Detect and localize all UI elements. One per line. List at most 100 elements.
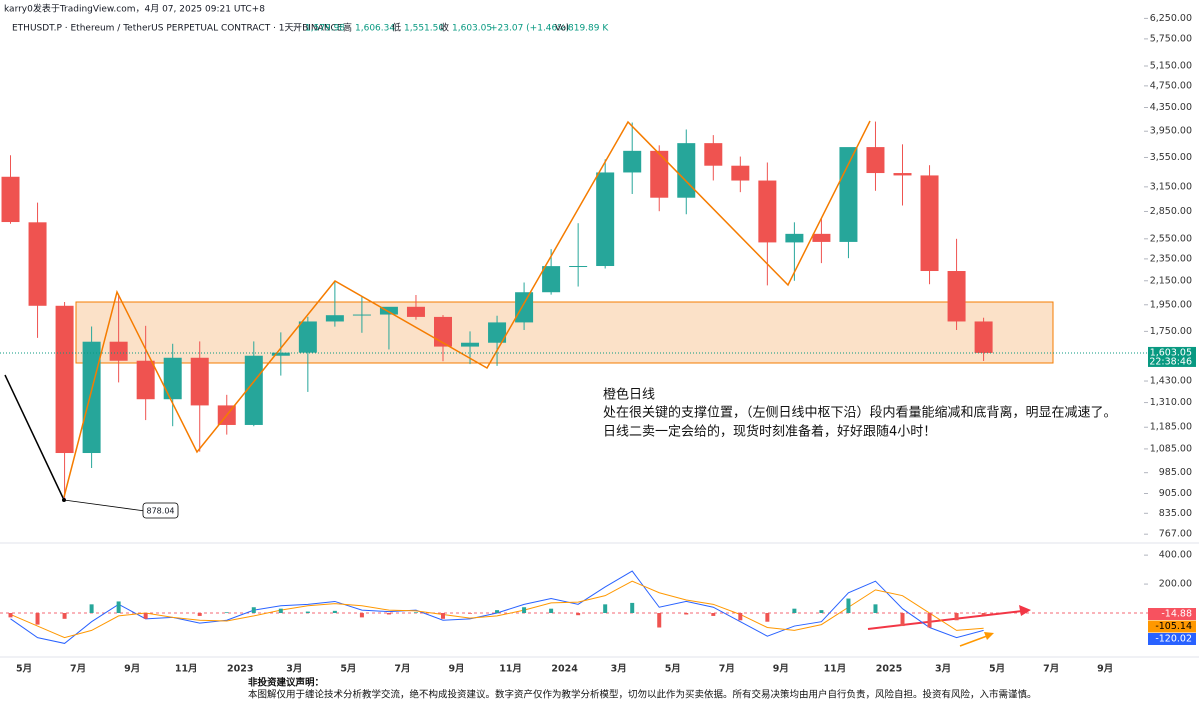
- value-label: -105.14: [1155, 621, 1192, 632]
- histogram-bar: [711, 613, 716, 616]
- x-tick-label: 2025: [876, 664, 902, 675]
- x-tick-label: 3月: [286, 664, 302, 675]
- candle-body: [947, 271, 966, 322]
- histogram-bar: [738, 613, 743, 621]
- candle-body: [731, 165, 750, 181]
- candle-body: [596, 172, 615, 267]
- arrow: [959, 635, 988, 647]
- histogram-bar: [278, 608, 283, 614]
- candle-body: [677, 143, 696, 198]
- x-tick-label: 7月: [394, 664, 410, 675]
- arrow: [867, 610, 1023, 630]
- arrow-head: [1019, 605, 1031, 616]
- y-tick-label: 3,150.00: [1150, 181, 1192, 192]
- volume: 819.89 K: [568, 24, 609, 34]
- x-tick-label: 7月: [719, 664, 735, 675]
- candle-body: [542, 266, 561, 293]
- x-tick-label: 7月: [70, 664, 86, 675]
- candle-body: [271, 352, 290, 356]
- candle-body: [190, 357, 209, 406]
- histogram-bar: [630, 602, 635, 614]
- value-box: [1148, 633, 1196, 645]
- symbol: ETHUSDT.P · Ethereum / TetherUS PERPETUA…: [12, 24, 343, 34]
- histogram-bar: [819, 610, 824, 614]
- y-tick-label: 1,310.00: [1150, 397, 1192, 408]
- y-tick-label: 5,750.00: [1150, 33, 1192, 44]
- candle-body: [55, 305, 74, 454]
- histogram-bar: [413, 612, 418, 614]
- x-tick-label: 9月: [448, 664, 464, 675]
- histogram-bar: [792, 608, 797, 614]
- y-tick-label: 2,850.00: [1150, 206, 1192, 217]
- x-tick-label: 7月: [1043, 664, 1059, 675]
- candle-body: [974, 321, 993, 353]
- candle-body: [866, 147, 885, 174]
- candle-body: [758, 180, 777, 243]
- candle-body: [379, 306, 398, 315]
- x-tick-label: 5月: [665, 664, 681, 675]
- candle-body: [433, 316, 452, 347]
- histogram-bar: [846, 598, 851, 614]
- y-tick-label: 400.00: [1159, 550, 1192, 561]
- ohlc-value: 1,551.50: [404, 24, 444, 34]
- volume-label: Vol: [555, 24, 568, 34]
- y-tick-label: 1,430.00: [1150, 376, 1192, 387]
- histogram-bar: [873, 604, 878, 614]
- candle-body: [109, 341, 128, 361]
- histogram-bar: [251, 607, 256, 614]
- y-tick-label: 905.00: [1159, 488, 1192, 499]
- last-price: 1,603.05: [1150, 347, 1192, 358]
- histogram-bar: [35, 613, 40, 625]
- ohlc-value: 1,603.05: [452, 24, 492, 34]
- y-tick-label: 1,085.00: [1150, 443, 1192, 454]
- value-label: -120.02: [1155, 634, 1192, 645]
- disclaimer-title: 非投资建议声明：: [248, 677, 324, 689]
- y-tick-label: 985.00: [1159, 467, 1192, 478]
- ohlc-label: 收: [440, 22, 449, 34]
- note-line: 日线二卖一定会给的，现货时刻准备着，好好跟随4小时！: [603, 424, 936, 440]
- histogram-bar: [197, 613, 202, 616]
- macd-line: [10, 580, 984, 639]
- x-tick-label: 11月: [175, 664, 198, 675]
- y-tick-label: 767.00: [1159, 529, 1192, 540]
- macd-line: [10, 570, 984, 644]
- histogram-bar: [224, 612, 229, 614]
- y-tick-label: 200.00: [1159, 579, 1192, 590]
- candle-body: [839, 147, 858, 242]
- y-tick-label: 2,350.00: [1150, 253, 1192, 264]
- candle-body: [28, 222, 47, 306]
- value-label: -14.88: [1161, 609, 1192, 620]
- label-leader: [63, 499, 146, 512]
- candle-body: [1, 176, 20, 223]
- candle-body: [406, 306, 425, 317]
- histogram-bar: [116, 601, 121, 614]
- candle-body: [461, 342, 480, 347]
- histogram-bar: [549, 608, 554, 614]
- ohlc-label: 开: [293, 23, 302, 34]
- histogram-bar: [89, 604, 94, 614]
- anchor-dot: [62, 498, 66, 502]
- histogram-bar: [900, 613, 905, 627]
- y-tick-label: 3,950.00: [1150, 126, 1192, 137]
- y-tick-label: 1,950.00: [1150, 299, 1192, 310]
- x-tick-label: 5月: [16, 664, 32, 675]
- histogram-bar: [954, 613, 959, 621]
- zigzag: [63, 120, 871, 498]
- histogram-bar: [143, 613, 148, 619]
- candle-body: [920, 175, 939, 272]
- histogram-bar: [981, 613, 986, 616]
- arrow-head: [984, 632, 994, 640]
- histogram-bar: [359, 613, 364, 618]
- note-line: 处在很关键的支撑位置，（左侧日线中枢下沿）段内看量能缩减和底背离，明显在减速了。: [603, 405, 1117, 421]
- candle-body: [163, 357, 182, 400]
- candle-body: [82, 341, 101, 454]
- x-tick-label: 2023: [227, 664, 253, 675]
- histogram-bar: [765, 613, 770, 622]
- y-tick-label: 3,550.00: [1150, 152, 1192, 163]
- histogram-bar: [684, 613, 689, 615]
- histogram-bar: [440, 613, 445, 619]
- x-tick-label: 3月: [935, 664, 951, 675]
- x-tick-label: 9月: [1097, 664, 1113, 675]
- x-tick-label: 11月: [824, 664, 847, 675]
- candle-body: [488, 322, 507, 343]
